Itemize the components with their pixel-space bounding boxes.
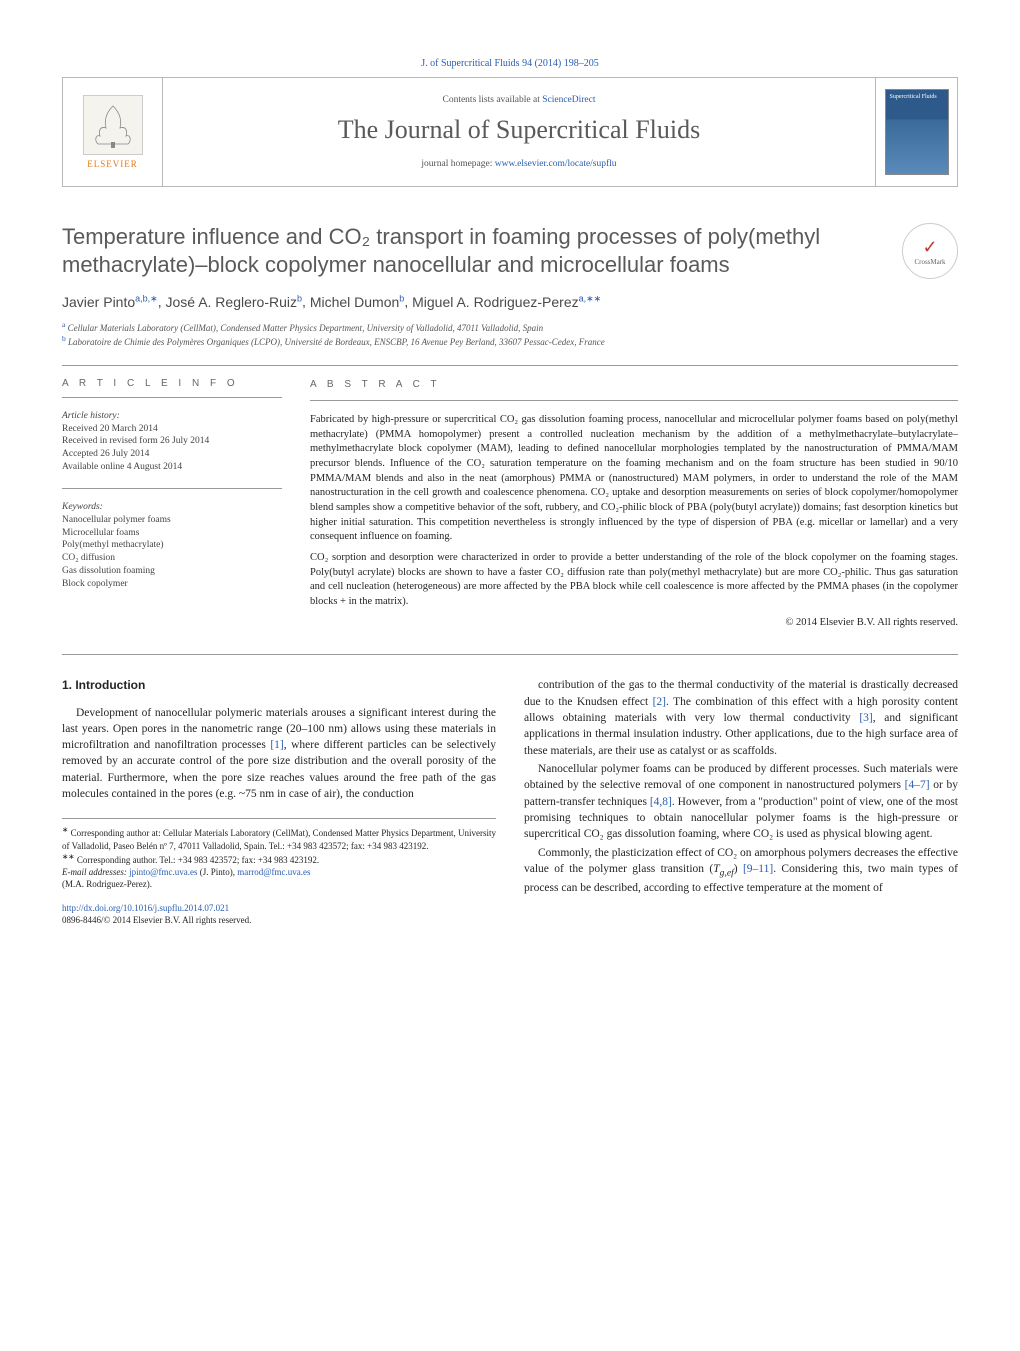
footnote-text: Corresponding author at: Cellular Materi… xyxy=(62,828,496,850)
intro-right-para-2: Nanocellular polymer foams can be produc… xyxy=(524,761,958,843)
citation-ref[interactable]: [4,8] xyxy=(650,796,672,808)
citation-ref[interactable]: [4–7] xyxy=(905,779,930,791)
history-line: Received 20 March 2014 xyxy=(62,423,282,436)
publisher-logo: ELSEVIER xyxy=(63,78,163,186)
divider xyxy=(62,488,282,489)
email-link-2[interactable]: marrod@fmc.uva.es xyxy=(237,867,310,877)
keyword: Nanocellular polymer foams xyxy=(62,514,282,527)
journal-name: The Journal of Supercritical Fluids xyxy=(338,115,700,145)
abstract-heading: a b s t r a c t xyxy=(310,378,958,392)
footnotes: ∗ Corresponding author at: Cellular Mate… xyxy=(62,818,496,890)
elsevier-tree-icon xyxy=(83,95,143,155)
history-label: Article history: xyxy=(62,410,282,423)
publisher-name: ELSEVIER xyxy=(87,159,138,169)
emails-label: E-mail addresses: xyxy=(62,867,129,877)
header-center: Contents lists available at ScienceDirec… xyxy=(163,78,875,186)
crossmark-label: CrossMark xyxy=(914,258,945,266)
left-column: 1. Introduction Development of nanocellu… xyxy=(62,677,496,926)
contents-label: Contents lists available at xyxy=(442,95,542,105)
author-sup: a,∗∗ xyxy=(579,293,602,303)
history-line: Accepted 26 July 2014 xyxy=(62,448,282,461)
contents-list-line: Contents lists available at ScienceDirec… xyxy=(442,95,595,105)
divider xyxy=(62,365,958,366)
footnote-emails: E-mail addresses: jpinto@fmc.uva.es (J. … xyxy=(62,866,496,890)
journal-cover-thumb: Supercritical Fluids xyxy=(875,78,957,186)
homepage-line: journal homepage: www.elsevier.com/locat… xyxy=(421,159,616,169)
sciencedirect-link[interactable]: ScienceDirect xyxy=(542,95,595,105)
author-sup: b xyxy=(399,293,404,303)
article-history: Article history: Received 20 March 2014R… xyxy=(62,410,282,474)
keywords-label: Keywords: xyxy=(62,501,282,514)
cover-image: Supercritical Fluids xyxy=(885,89,949,175)
doi-link[interactable]: http://dx.doi.org/10.1016/j.supflu.2014.… xyxy=(62,903,229,913)
divider xyxy=(62,654,958,655)
authors-line: Javier Pintoa,b,∗, José A. Reglero-Ruizb… xyxy=(62,293,958,310)
author-sup: a,b,∗ xyxy=(135,293,158,303)
body-columns: 1. Introduction Development of nanocellu… xyxy=(62,677,958,926)
keyword: Microcellular foams xyxy=(62,527,282,540)
issn-line: 0896-8446/© 2014 Elsevier B.V. All right… xyxy=(62,915,251,925)
intro-heading: 1. Introduction xyxy=(62,677,496,694)
article-info-column: a r t i c l e i n f o Article history: R… xyxy=(62,378,282,637)
footnote-1: ∗ Corresponding author at: Cellular Mate… xyxy=(62,825,496,851)
author: Michel Dumonb xyxy=(310,294,405,310)
author: Miguel A. Rodriguez-Pereza,∗∗ xyxy=(412,294,601,310)
keyword: Block copolymer xyxy=(62,578,282,591)
divider xyxy=(62,397,282,398)
article-info-heading: a r t i c l e i n f o xyxy=(62,378,282,389)
right-column: contribution of the gas to the thermal c… xyxy=(524,677,958,926)
divider xyxy=(310,400,958,401)
footnote-sup: ∗∗ xyxy=(62,852,75,861)
history-line: Received in revised form 26 July 2014 xyxy=(62,435,282,448)
footnote-text: Corresponding author. Tel.: +34 983 4235… xyxy=(77,855,319,865)
intro-left-para: Development of nanocellular polymeric ma… xyxy=(62,705,496,803)
footnote-2: ∗∗ Corresponding author. Tel.: +34 983 4… xyxy=(62,852,496,866)
affiliations: a Cellular Materials Laboratory (CellMat… xyxy=(62,320,958,349)
intro-right-para-3: Commonly, the plasticization effect of C… xyxy=(524,845,958,897)
abstract-para-2: CO₂ sorption and desorption were charact… xyxy=(310,551,958,610)
article-title: Temperature influence and CO₂ transport … xyxy=(62,223,882,278)
affiliation: b Laboratoire de Chimie des Polymères Or… xyxy=(62,334,958,349)
history-line: Available online 4 August 2014 xyxy=(62,461,282,474)
citation-ref[interactable]: [9–11] xyxy=(743,863,773,875)
email-who-2: (M.A. Rodriguez-Perez). xyxy=(62,879,152,889)
intro-right-para-1: contribution of the gas to the thermal c… xyxy=(524,677,958,759)
author: José A. Reglero-Ruizb xyxy=(166,294,303,310)
abstract-column: a b s t r a c t Fabricated by high-press… xyxy=(310,378,958,637)
crossmark-badge[interactable]: ✓ CrossMark xyxy=(902,223,958,279)
author-sup: b xyxy=(297,293,302,303)
citation-ref[interactable]: [1] xyxy=(270,739,283,751)
citation-ref[interactable]: [2] xyxy=(653,696,666,708)
abstract-copyright: © 2014 Elsevier B.V. All rights reserved… xyxy=(310,616,958,631)
citation-ref[interactable]: [3] xyxy=(859,712,872,724)
keyword: Poly(methyl methacrylate) xyxy=(62,539,282,552)
email-who-1: (J. Pinto), xyxy=(200,867,238,877)
crossmark-icon: ✓ xyxy=(922,237,937,258)
doi-block: http://dx.doi.org/10.1016/j.supflu.2014.… xyxy=(62,902,496,926)
citation-line: J. of Supercritical Fluids 94 (2014) 198… xyxy=(62,58,958,69)
footnote-sup: ∗ xyxy=(62,825,68,834)
author: Javier Pintoa,b,∗ xyxy=(62,294,158,310)
keyword: Gas dissolution foaming xyxy=(62,565,282,578)
keywords-block: Keywords: Nanocellular polymer foamsMicr… xyxy=(62,501,282,591)
affiliation: a Cellular Materials Laboratory (CellMat… xyxy=(62,320,958,335)
homepage-label: journal homepage: xyxy=(421,159,494,169)
journal-header: ELSEVIER Contents lists available at Sci… xyxy=(62,77,958,187)
abstract-para-1: Fabricated by high-pressure or supercrit… xyxy=(310,413,958,545)
keyword: CO₂ diffusion xyxy=(62,552,282,565)
cover-label: Supercritical Fluids xyxy=(890,94,937,101)
homepage-link[interactable]: www.elsevier.com/locate/supflu xyxy=(495,159,617,169)
email-link-1[interactable]: jpinto@fmc.uva.es xyxy=(129,867,197,877)
